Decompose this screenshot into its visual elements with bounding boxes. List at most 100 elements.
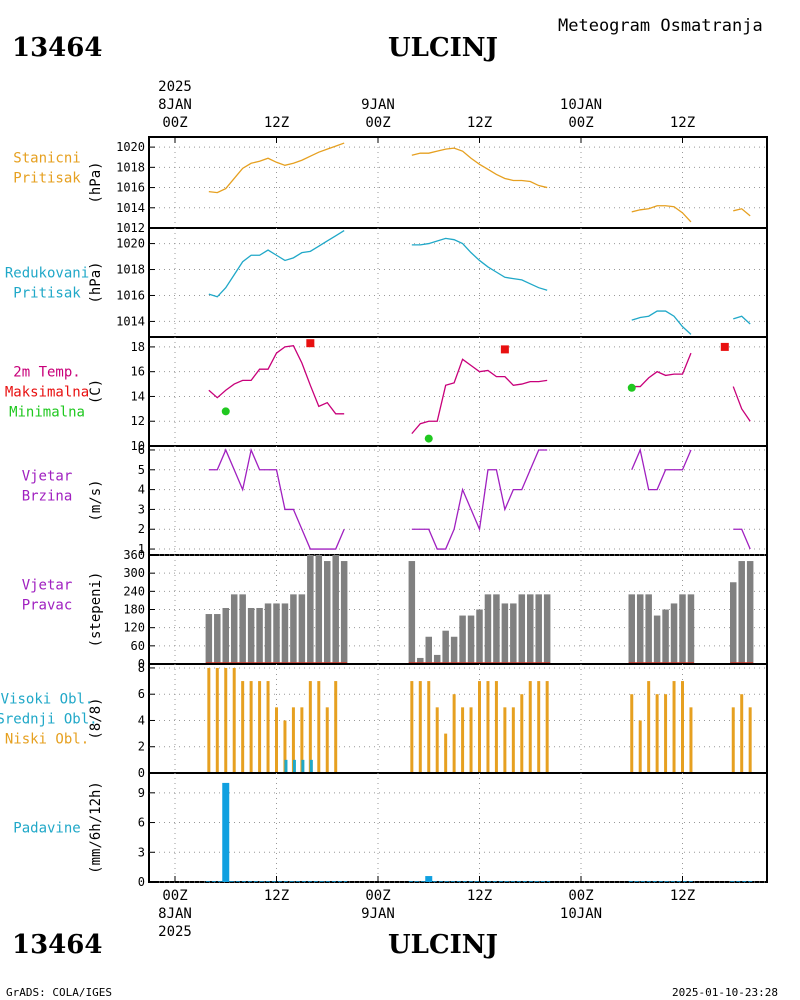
time-tick-label: 8JAN [158,97,192,113]
cloud-bar [292,759,296,773]
y-axis-label: (hPa) [88,261,104,303]
cloud-bar [291,707,295,773]
min-temp-marker [627,383,636,392]
cloud-bar [537,681,541,773]
time-tick-label: 00Z [568,115,593,131]
panel-data [208,142,751,223]
cloud-bar [249,681,253,773]
time-tick-label: 9JAN [361,906,395,922]
cloud-bar [452,694,456,773]
panel-precipitation: 0 3 6 9 (mm/6h/12h) Padavine [13,772,768,889]
time-tick-label: 00Z [568,888,593,904]
panel-side-label: Srednji Obl. [0,712,98,728]
cloud-bar [672,681,676,773]
bar [442,630,449,664]
cloud-bar [503,707,507,773]
y-tick-label: 60 [131,639,145,653]
series-line [732,386,751,422]
y-axis-label: (stepeni) [88,572,104,648]
panel-side-label: Brzina [22,489,73,505]
bar [510,603,517,664]
bar [281,603,289,664]
bar [425,636,432,664]
cloud-bar [520,694,524,773]
bar [746,561,754,664]
min-temp-marker [221,407,230,416]
cloud-bar [630,694,634,773]
series-line [631,205,692,223]
time-tick-label: 2025 [158,924,192,940]
max-temp-marker [500,345,509,354]
series-line [411,237,548,291]
panel-frame [148,336,768,447]
panel-frame [148,445,768,556]
series-line [208,230,345,298]
bar [205,614,213,664]
panel-reduced-pressure: 1014 1016 1018 1020 (hPa)Redukovani Pritisak [5,227,768,338]
bar [476,609,483,664]
bar [636,594,644,664]
cloud-bar [300,707,304,773]
time-tick-label: 12Z [670,888,695,904]
bar [679,594,686,664]
bar [273,603,280,664]
time-tick-label: 12Z [264,115,289,131]
series-line [411,449,548,550]
bar [543,594,551,664]
y-tick-label: 2 [138,740,145,754]
top-time-axis: 2025 8JAN 00Z 12Z 9JAN 00Z 12Z 10JAN 00Z 12Z [158,79,695,131]
y-tick-label: 3 [138,845,145,859]
cloud-bar [301,759,305,773]
time-tick-label: 12Z [467,888,492,904]
series-line [631,447,692,491]
cloud-bar [681,681,684,773]
cloud-bar [528,681,532,773]
y-tick-label: 1 [138,542,145,556]
cloud-bar [486,681,490,773]
series-line [411,147,548,189]
time-tick-label: 00Z [365,115,390,131]
panel-side-label: Pritisak [13,171,81,187]
bar [408,561,416,664]
bar [662,609,669,664]
y-tick-label: 0 [138,657,145,671]
cloud-bar [748,707,752,773]
bar [425,876,433,882]
cloud-bar [655,694,659,773]
bar [315,555,323,664]
time-tick-label: 00Z [365,888,390,904]
cloud-bar [215,667,219,773]
panel-station-pressure: 1012 1014 1016 1018 1020 (hPa) Stanicni Pritisa… [13,136,768,235]
cloud-bar [232,667,236,773]
series-line [208,447,345,550]
panel-side-label: Niski Obl. [5,732,89,748]
y-tick-label: 10 [131,439,145,453]
cloud-bar [207,667,211,773]
cloud-bar [638,720,642,773]
cloud-bar [275,707,278,773]
cloud-bar [325,707,329,773]
meteogram-title: Meteogram Osmatranja [558,16,763,36]
panel-side-label: Stanicni [13,151,80,167]
y-tick-label: 5 [138,463,145,477]
time-tick-label: 12Z [467,115,492,131]
bar [450,636,458,664]
credit-text: GrADS: COLA/IGES [6,986,112,999]
y-tick-label: 1016 [116,181,145,195]
bar [256,607,263,664]
y-tick-label: 14 [131,389,145,403]
series-line [631,352,692,388]
station-id-bottom: 13464 [12,930,102,960]
panel-frame [148,227,768,338]
panel-frame [148,772,768,883]
timestamp-text: 2025-01-10-23:28 [672,986,778,999]
cloud-bar [427,681,431,773]
y-axis-label: (C) [88,379,104,404]
cloud-bar [478,681,481,773]
time-tick-label: 8JAN [158,906,192,922]
series-line [208,142,345,194]
bar [222,607,229,664]
y-tick-label: 8 [138,661,145,675]
series-line [733,208,751,217]
